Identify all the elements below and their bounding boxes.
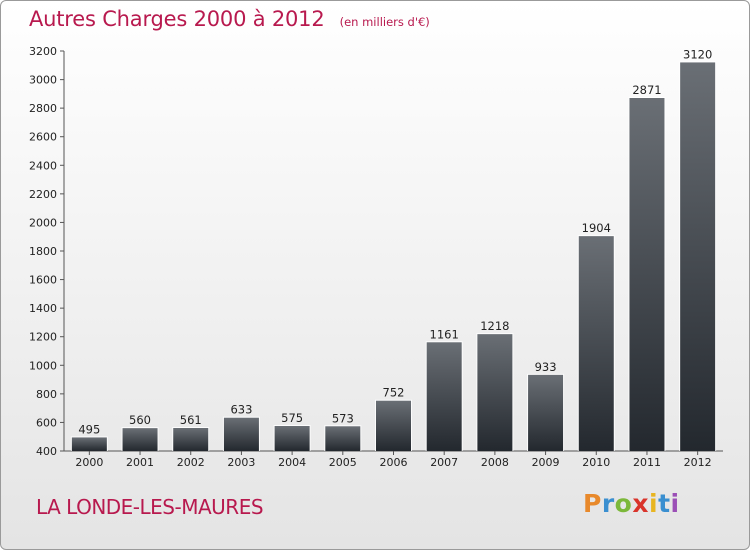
bar-value-label: 752 — [383, 386, 405, 400]
x-tick-label: 2007 — [430, 456, 458, 469]
bar — [578, 236, 614, 451]
x-tick-label: 2012 — [684, 456, 712, 469]
y-tick-label: 400 — [36, 445, 57, 458]
location-label: LA LONDE-LES-MAURES — [36, 495, 264, 519]
x-tick-label: 2003 — [227, 456, 255, 469]
bar-value-label: 495 — [78, 422, 100, 436]
y-tick-label: 1000 — [29, 359, 57, 372]
y-tick-label: 1400 — [29, 302, 57, 315]
bar — [274, 426, 310, 451]
logo-letter: o — [614, 489, 633, 518]
y-tick-label: 3000 — [29, 74, 57, 87]
y-tick-label: 600 — [36, 416, 57, 429]
bar — [122, 428, 158, 451]
x-tick-label: 2002 — [177, 456, 205, 469]
chart-title-main: Autres Charges 2000 à 2012 — [29, 7, 325, 31]
x-tick-label: 2008 — [481, 456, 509, 469]
y-tick-label: 2800 — [29, 102, 57, 115]
bar — [173, 428, 209, 451]
bar — [71, 437, 107, 451]
y-tick-label: 1600 — [29, 274, 57, 287]
y-tick-label: 2200 — [29, 188, 57, 201]
bar-value-label: 573 — [332, 411, 354, 425]
x-tick-label: 2011 — [633, 456, 661, 469]
bar — [629, 98, 665, 451]
bar-value-label: 575 — [281, 411, 303, 425]
x-tick-label: 2001 — [126, 456, 154, 469]
bar-value-label: 560 — [129, 413, 151, 427]
logo-letter: i — [670, 489, 680, 518]
bar — [680, 62, 716, 452]
bar-value-label: 2871 — [632, 83, 661, 97]
proxiti-logo: Proxiti — [583, 489, 680, 518]
bar — [426, 342, 462, 451]
y-tick-label: 2000 — [29, 216, 57, 229]
bar-value-label: 933 — [535, 360, 557, 374]
bar — [477, 334, 513, 451]
chart-title: Autres Charges 2000 à 2012 (en milliers … — [29, 7, 430, 31]
y-tick-label: 2600 — [29, 131, 57, 144]
bar-value-label: 561 — [180, 413, 202, 427]
x-tick-label: 2006 — [380, 456, 408, 469]
x-tick-label: 2005 — [329, 456, 357, 469]
y-tick-label: 3200 — [29, 45, 57, 58]
bar — [325, 426, 361, 451]
x-tick-label: 2000 — [75, 456, 103, 469]
y-tick-label: 2400 — [29, 159, 57, 172]
chart-title-unit: (en milliers d'€) — [339, 15, 430, 29]
bar — [376, 400, 411, 451]
bar-value-label: 1218 — [480, 319, 509, 333]
y-tick-label: 1200 — [29, 331, 57, 344]
bar-value-label: 1904 — [582, 221, 611, 235]
bar-value-label: 633 — [230, 403, 252, 417]
y-tick-label: 800 — [36, 388, 57, 401]
bar — [223, 417, 259, 451]
x-tick-label: 2009 — [532, 456, 560, 469]
logo-letter: r — [601, 489, 615, 518]
y-tick-label: 1800 — [29, 245, 57, 258]
logo-letter: P — [583, 489, 602, 518]
x-tick-label: 2010 — [582, 456, 610, 469]
bar-value-label: 1161 — [430, 327, 459, 341]
x-tick-label: 2004 — [278, 456, 306, 469]
logo-letter: i — [649, 489, 659, 518]
bar-value-label: 3120 — [683, 47, 712, 61]
logo-letter: t — [658, 489, 671, 518]
bar — [528, 374, 564, 451]
logo-letter: x — [632, 489, 649, 518]
